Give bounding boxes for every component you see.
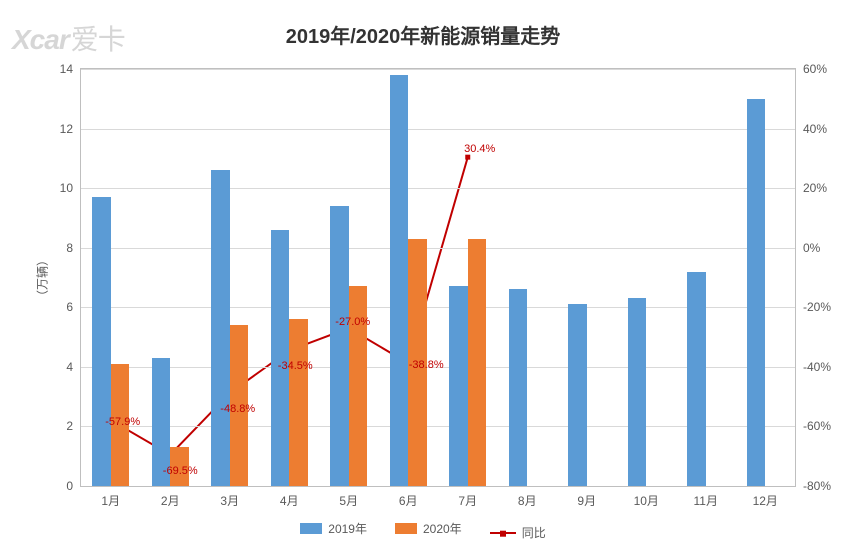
y-left-tick-label: 4: [66, 360, 81, 374]
plot-area: 0-80%2-60%4-40%6-20%80%1020%1240%1460%1月…: [80, 68, 796, 487]
line-data-label: -27.0%: [335, 316, 370, 328]
y-left-tick-label: 0: [66, 479, 81, 493]
x-tick-label: 7月: [458, 486, 477, 509]
chart-container: Xcar爱卡 2019年/2020年新能源销量走势 （万辆） 0-80%2-60…: [0, 0, 846, 555]
x-tick-label: 2月: [161, 486, 180, 509]
y-left-tick-label: 2: [66, 419, 81, 433]
bar-2019年: [92, 197, 110, 486]
y-left-tick-label: 10: [60, 181, 81, 195]
legend-label: 2019年: [328, 520, 367, 537]
legend-label: 2020年: [423, 520, 462, 537]
y-right-tick-label: -80%: [795, 479, 831, 493]
bar-2019年: [747, 99, 765, 486]
line-data-label: -38.8%: [409, 359, 444, 371]
legend-swatch: [300, 523, 322, 534]
bar-2019年: [449, 286, 467, 486]
grid-line: [81, 129, 795, 130]
bar-2019年: [687, 272, 705, 486]
grid-line: [81, 248, 795, 249]
x-tick-label: 11月: [694, 486, 718, 509]
bar-2019年: [509, 289, 527, 486]
y-right-tick-label: -60%: [795, 419, 831, 433]
x-tick-label: 1月: [101, 486, 120, 509]
legend-label: 同比: [522, 524, 546, 541]
legend-line-icon: [490, 532, 516, 534]
y-axis-left-title: （万辆）: [34, 253, 51, 301]
y-right-tick-label: 60%: [795, 62, 827, 76]
bar-2020年: [468, 239, 486, 486]
bar-2019年: [568, 304, 586, 486]
y-left-tick-label: 14: [60, 62, 81, 76]
y-right-tick-label: -20%: [795, 300, 831, 314]
chart-title: 2019年/2020年新能源销量走势: [0, 0, 846, 49]
legend-item: 2020年: [395, 520, 462, 537]
y-left-tick-label: 8: [66, 241, 81, 255]
x-tick-label: 6月: [399, 486, 418, 509]
bar-2019年: [390, 75, 408, 486]
line-data-label: -48.8%: [220, 403, 255, 415]
x-tick-label: 4月: [280, 486, 299, 509]
bar-2019年: [628, 298, 646, 486]
line-data-label: 30.4%: [464, 143, 495, 155]
legend-item: 同比: [490, 524, 546, 541]
y-right-tick-label: -40%: [795, 360, 831, 374]
bar-2019年: [271, 230, 289, 486]
line-data-label: -34.5%: [278, 360, 313, 372]
grid-line: [81, 188, 795, 189]
x-tick-label: 12月: [753, 486, 778, 509]
bar-2020年: [289, 319, 307, 486]
x-tick-label: 8月: [518, 486, 537, 509]
y-right-tick-label: 40%: [795, 122, 827, 136]
x-tick-label: 5月: [339, 486, 358, 509]
legend-item: 2019年: [300, 520, 367, 537]
watermark: Xcar爱卡: [12, 18, 125, 58]
y-left-tick-label: 12: [60, 122, 81, 136]
legend-swatch: [395, 523, 417, 534]
line-data-label: -69.5%: [163, 465, 198, 477]
x-tick-label: 3月: [220, 486, 239, 509]
line-marker: [465, 155, 470, 160]
watermark-cn: 爱卡: [71, 24, 125, 55]
legend: 2019年 2020年 同比: [0, 520, 846, 542]
watermark-en: Xcar: [12, 24, 69, 55]
bar-2019年: [211, 170, 229, 486]
y-right-tick-label: 0%: [795, 241, 820, 255]
x-tick-label: 9月: [577, 486, 596, 509]
bar-2019年: [330, 206, 348, 486]
x-tick-label: 10月: [634, 486, 659, 509]
y-right-tick-label: 20%: [795, 181, 827, 195]
line-data-label: -57.9%: [105, 416, 140, 428]
grid-line: [81, 69, 795, 70]
y-left-tick-label: 6: [66, 300, 81, 314]
